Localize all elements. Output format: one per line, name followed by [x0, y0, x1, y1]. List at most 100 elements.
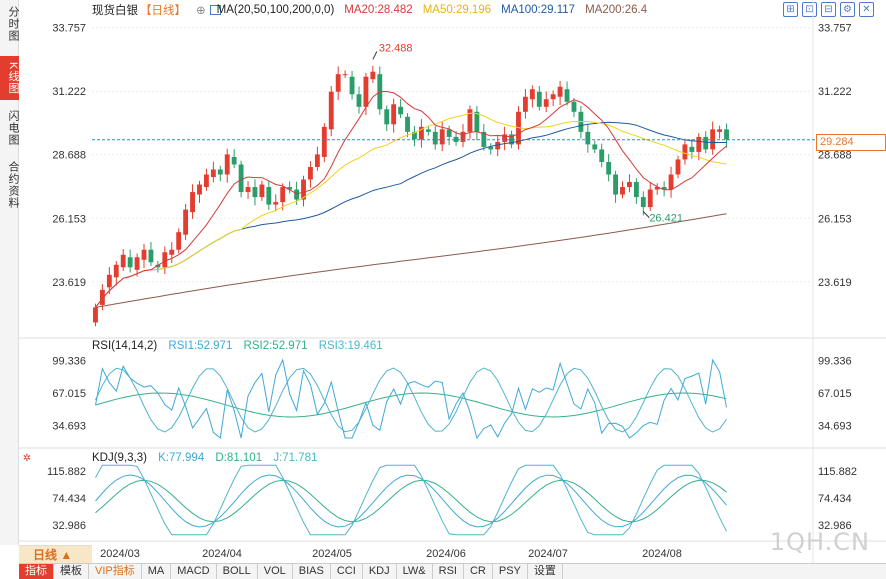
candle-body	[328, 91, 334, 130]
settings-button[interactable]: 设置	[528, 564, 563, 579]
x-tick-label: 2024/05	[312, 548, 352, 560]
candle-body	[633, 182, 639, 198]
candle-body	[127, 257, 133, 268]
boll-button[interactable]: BOLL	[217, 564, 258, 579]
candle-body	[203, 174, 209, 188]
candle-body	[356, 94, 362, 107]
candle-body	[550, 94, 556, 100]
rsi-y-tick-right: 67.015	[818, 388, 852, 400]
candle-body	[474, 111, 480, 132]
cr-button[interactable]: CR	[464, 564, 493, 579]
cci-button[interactable]: CCI	[331, 564, 363, 579]
candle-body	[280, 187, 286, 203]
kdj-k-line	[95, 474, 727, 528]
candle-body	[529, 89, 535, 100]
candle-body	[509, 134, 514, 145]
candle-body	[439, 129, 445, 145]
lw-button[interactable]: LW&	[397, 564, 433, 579]
candle-body	[183, 209, 189, 235]
kdj-y-tick-right: 115.882	[818, 466, 857, 478]
rsi2-line	[95, 392, 727, 418]
ma50-value: MA50:29.196	[422, 4, 492, 16]
settings-icon[interactable]: ⚙	[840, 2, 855, 17]
ma-button[interactable]: MA	[142, 564, 172, 579]
candle-body	[675, 159, 681, 175]
kdj-button[interactable]: KDJ	[363, 564, 397, 579]
candle-body	[425, 129, 431, 132]
expand-icon[interactable]: ⊞	[783, 2, 798, 17]
rsi3-value: RSI3:19.461	[318, 340, 383, 352]
candle-body	[640, 197, 646, 208]
collapse-icon[interactable]: ⊟	[821, 2, 836, 17]
candle-body	[405, 116, 410, 132]
rsi1-value: RSI1:52.971	[168, 340, 233, 352]
candle-body	[335, 74, 341, 92]
kdj-settings-icon: ✲	[23, 453, 31, 464]
tab-flash[interactable]: 闪电图	[7, 110, 19, 146]
chart-type-icon[interactable]	[209, 5, 221, 15]
candle-body	[571, 101, 577, 112]
tab-contract-info[interactable]: 合约资料	[7, 161, 19, 209]
psy-button[interactable]: PSY	[493, 564, 528, 579]
rsi-y-tick-left: 99.336	[52, 356, 86, 368]
x-tick-label: 2024/07	[528, 548, 568, 560]
candle-body	[148, 249, 154, 263]
indicator-bar: 指标 模板 VIP指标 MA MACD BOLL VOL BIAS CCI KD…	[19, 563, 886, 579]
indicator-tab-button[interactable]: 指标	[19, 564, 54, 579]
period-selector[interactable]: 日线 ▲	[19, 545, 92, 563]
candle-body	[717, 129, 723, 132]
candle-body	[613, 174, 619, 195]
kdj-y-tick-left: 115.882	[47, 466, 86, 478]
chart-header: 现货白银 【日线】 ⊕ MA(20,50,100,200,0,0) MA20:2…	[92, 2, 657, 18]
candle-body	[654, 187, 660, 190]
candle-body	[432, 131, 438, 145]
ma-params: MA(20,50,100,200,0,0)	[216, 4, 335, 16]
candle-body	[668, 174, 674, 190]
tab-kline[interactable]: K线图	[0, 56, 19, 100]
zoom-icon[interactable]: ⊕	[196, 5, 206, 17]
low-label: 26.421	[649, 213, 683, 225]
y-tick-label-right: 31.222	[818, 86, 852, 98]
ma100-line	[95, 121, 727, 308]
candle-body	[210, 169, 216, 178]
candle-body	[418, 126, 424, 140]
watermark: 1QH.CN	[769, 528, 870, 556]
candle-body	[273, 202, 279, 205]
candle-body	[106, 274, 112, 288]
rsi1-line	[95, 358, 727, 440]
rsi-header: RSI(14,14,2) RSI1:52.971 RSI2:52.971 RSI…	[92, 340, 391, 352]
candle-body	[314, 154, 320, 167]
rsi3-line	[95, 367, 727, 433]
bias-button[interactable]: BIAS	[293, 564, 331, 579]
template-button[interactable]: 模板	[54, 564, 89, 579]
y-tick-label-left: 33.757	[52, 23, 86, 35]
tab-intraday[interactable]: 分时图	[7, 6, 19, 42]
y-tick-label-left: 26.153	[52, 213, 86, 225]
candle-body	[647, 189, 653, 208]
candle-body	[724, 129, 729, 140]
candle-body	[224, 154, 230, 175]
ma20-line	[95, 90, 727, 308]
candle-body	[176, 232, 182, 250]
y-tick-label-right: 33.757	[818, 23, 852, 35]
vip-indicator-button[interactable]: VIP指标	[89, 564, 142, 579]
candle-body	[120, 254, 126, 268]
ma100-value: MA100:29.117	[501, 4, 576, 16]
candle-body	[308, 166, 313, 180]
candle-body	[467, 109, 473, 132]
kdj-params: KDJ(9,3,3)	[92, 452, 147, 464]
y-tick-label-right: 23.619	[818, 277, 852, 289]
close-icon[interactable]: ✕	[859, 2, 874, 17]
candle-body	[453, 136, 459, 142]
y-tick-label-left: 23.619	[52, 277, 86, 289]
vol-button[interactable]: VOL	[258, 564, 293, 579]
ma200-line	[95, 213, 727, 308]
candle-body	[495, 141, 501, 150]
macd-button[interactable]: MACD	[171, 564, 217, 579]
rsi-button[interactable]: RSI	[433, 564, 464, 579]
candle-body	[342, 74, 348, 76]
candle-body	[370, 71, 376, 80]
candle-body	[585, 131, 591, 145]
instrument-name: 现货白银	[92, 5, 138, 17]
